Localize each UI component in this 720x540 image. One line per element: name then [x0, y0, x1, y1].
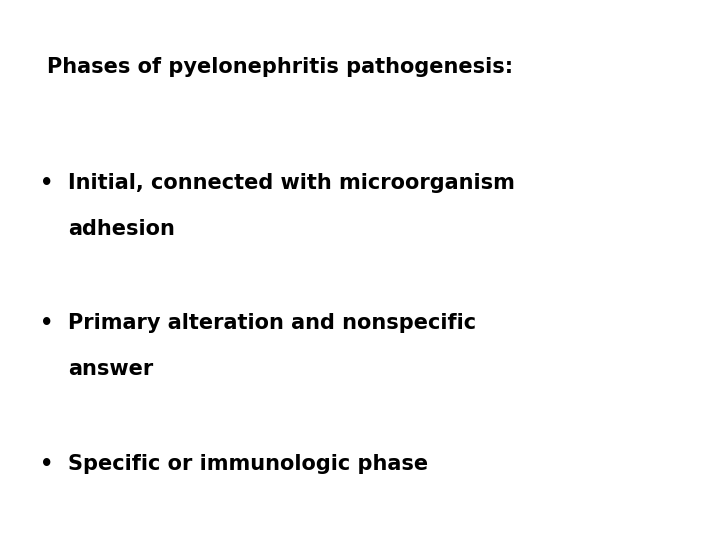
Text: •: • — [40, 173, 53, 193]
Text: •: • — [40, 454, 53, 474]
Text: answer: answer — [68, 359, 153, 379]
Text: Specific or immunologic phase: Specific or immunologic phase — [68, 454, 428, 474]
Text: Phases of pyelonephritis pathogenesis:: Phases of pyelonephritis pathogenesis: — [47, 57, 513, 77]
Text: adhesion: adhesion — [68, 219, 175, 239]
Text: Primary alteration and nonspecific: Primary alteration and nonspecific — [68, 313, 477, 333]
Text: •: • — [40, 313, 53, 333]
Text: Initial, connected with microorganism: Initial, connected with microorganism — [68, 173, 516, 193]
